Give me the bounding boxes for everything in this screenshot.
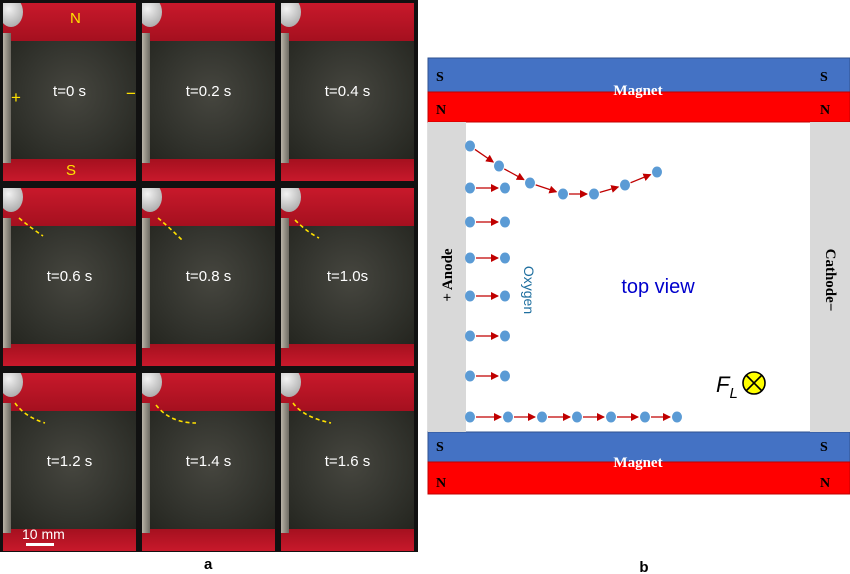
oxygen-bubbles: [465, 140, 682, 423]
bubble: [640, 411, 650, 423]
bubble: [525, 177, 535, 189]
frame-time-label: t=0.4 s: [324, 83, 371, 100]
top-magnet-label: Magnet: [613, 83, 662, 99]
top-left-n: N: [436, 103, 446, 118]
motion-arrow: [535, 184, 558, 194]
bubble: [500, 216, 510, 228]
frame-time-label: t=0 s: [53, 83, 86, 100]
panel-a-label: a: [204, 556, 213, 573]
bubble: [465, 182, 475, 194]
bubble: [572, 411, 582, 423]
bottom-left-s: S: [436, 440, 444, 455]
north-pole-label: N: [70, 10, 81, 27]
bubble-trail: [292, 402, 332, 424]
minus-electrode-label: −: [126, 84, 136, 103]
frame-time-label: t=1.4 s: [185, 453, 232, 470]
anode-plate: [428, 122, 466, 432]
bubble: [465, 370, 475, 382]
bubble: [465, 216, 475, 228]
bubble: [494, 160, 504, 172]
bottom-magnet-north: [427, 461, 850, 495]
bubble: [500, 330, 510, 342]
video-frame: t=1.6 s: [281, 373, 414, 551]
frame-time-label: t=0.8 s: [185, 268, 232, 285]
motion-arrow: [599, 185, 620, 193]
video-frame: t=0.8 s: [142, 188, 275, 366]
bubble: [503, 411, 513, 423]
bubble: [465, 252, 475, 264]
top-magnet-north: [427, 91, 850, 123]
bubble: [465, 330, 475, 342]
south-pole-label: S: [66, 162, 77, 179]
video-frame: t=0 s: [3, 3, 136, 181]
frame-time-label: t=1.0s: [326, 268, 369, 285]
bubble: [589, 188, 599, 200]
bubble: [558, 188, 568, 200]
bubble-trail: [14, 402, 46, 424]
lorentz-force-symbol: FL: [716, 372, 738, 402]
bubble: [606, 411, 616, 423]
frame-time-label: t=1.6 s: [324, 453, 371, 470]
bubble: [500, 370, 510, 382]
top-right-s: S: [820, 70, 828, 85]
bubble: [500, 290, 510, 302]
plus-electrode-label: +: [11, 88, 21, 107]
video-frame: t=1.2 s: [3, 373, 136, 551]
video-frame: t=0.6 s: [3, 188, 136, 366]
bubble: [465, 290, 475, 302]
video-frame: t=0.2 s: [142, 3, 275, 181]
bubble: [672, 411, 682, 423]
bubble-trail: [157, 217, 183, 241]
top-magnet-south: [427, 57, 850, 93]
bubble-trail: [155, 404, 197, 424]
bottom-right-n: N: [820, 476, 830, 491]
cathode-label: Cathode−: [822, 249, 838, 312]
bubble: [500, 182, 510, 194]
photo-sequence-panel: t=0 s t=0.2 s t=0.4 s t=0.6 s t=0.8 s t=1.0s t…: [0, 0, 418, 552]
top-right-n: N: [820, 103, 830, 118]
bubble: [537, 411, 547, 423]
into-page-icon: [742, 371, 766, 395]
video-frame: t=0.4 s: [281, 3, 414, 181]
motion-arrow: [474, 148, 495, 163]
bubble-trail: [294, 219, 320, 239]
bubble: [620, 179, 630, 191]
frame-time-label: t=0.6 s: [46, 268, 93, 285]
top-left-s: S: [436, 70, 444, 85]
bottom-left-n: N: [436, 476, 446, 491]
bottom-magnet-label: Magnet: [613, 455, 662, 471]
bubble: [465, 140, 475, 152]
video-frame: t=1.4 s: [142, 373, 275, 551]
anode-label: + Anode: [440, 248, 456, 301]
panel-b-label: b: [639, 559, 648, 574]
oxygen-label: Oxygen: [521, 266, 537, 314]
bubble: [500, 252, 510, 264]
frame-time-label: t=0.2 s: [185, 83, 232, 100]
scale-bar: [26, 543, 54, 546]
cathode-plate: [810, 122, 850, 432]
bottom-magnet-south: [427, 431, 850, 463]
bubble: [652, 166, 662, 178]
scale-bar-label: 10 mm: [22, 526, 65, 542]
video-frame: t=1.0s: [281, 188, 414, 366]
motion-arrow: [503, 168, 525, 181]
frame-time-label: t=1.2 s: [46, 453, 93, 470]
bottom-right-s: S: [820, 440, 828, 455]
top-view-label: top view: [621, 276, 695, 298]
bubble: [465, 411, 475, 423]
bubble-trail: [18, 217, 44, 237]
motion-arrow: [630, 173, 652, 184]
